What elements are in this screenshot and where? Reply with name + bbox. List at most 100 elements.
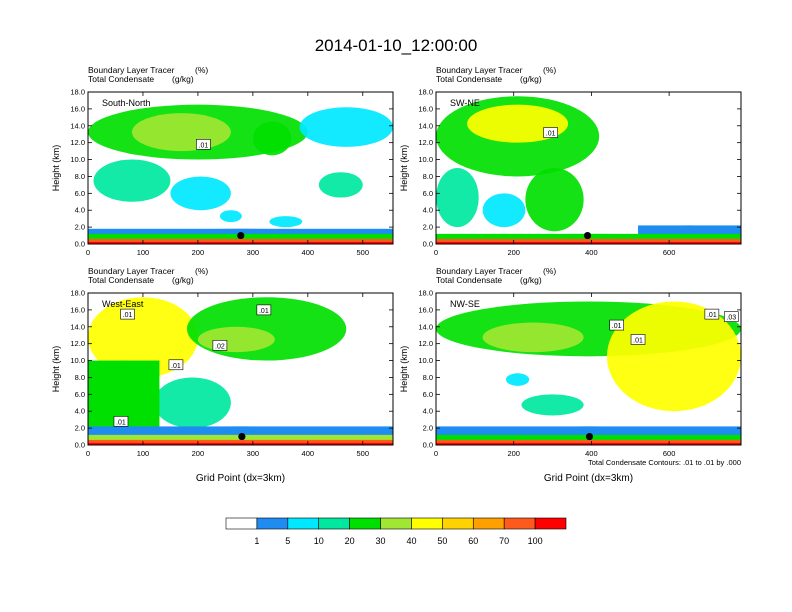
y-tick-label-6: 12.0 [418, 339, 433, 348]
section-name: SW-NE [450, 98, 480, 108]
x-tick-label-1: 100 [137, 248, 150, 257]
tracer-feature-8 [219, 210, 242, 223]
x-tick-label-0: 0 [86, 248, 90, 257]
tracer-feature-4 [482, 193, 526, 228]
y-tick-label-4: 8.0 [75, 373, 85, 382]
x-tick-label-2: 400 [585, 248, 598, 257]
contour-unit: (g/kg) [172, 74, 194, 84]
y-tick-label-8: 16.0 [70, 305, 85, 314]
contour-label-box-0 [609, 319, 624, 331]
x-tick-label-4: 400 [302, 248, 315, 257]
y-tick-label-8: 16.0 [418, 104, 433, 113]
y-tick-label-7: 14.0 [70, 322, 85, 331]
y-tick-label-3: 6.0 [423, 390, 433, 399]
section-name: South-North [102, 98, 151, 108]
colorbar-box-1 [256, 517, 289, 530]
x-tick-label-2: 200 [192, 449, 205, 458]
y-tick-label-5: 10.0 [418, 155, 433, 164]
contour-label-0: .01 [259, 308, 269, 315]
plot-frame [435, 292, 742, 446]
contour-label-box-0 [543, 127, 558, 138]
y-tick-label-7: 14.0 [70, 121, 85, 130]
y-tick-label-1: 2.0 [75, 223, 85, 232]
tracer-feature-4 [505, 373, 530, 386]
y-tick-label-7: 14.0 [418, 322, 433, 331]
colorbar-box-3 [318, 517, 350, 530]
field-label: Boundary Layer Tracer [88, 266, 175, 276]
y-axis-label: Height (km) [51, 346, 61, 393]
tracer-feature-5 [299, 107, 393, 147]
contour-label-title: Total Condensate [436, 275, 502, 285]
contour-label-box-4 [113, 416, 129, 427]
surface-band-3 [436, 241, 741, 244]
colorbar-label-5: 40 [406, 536, 416, 546]
x-tick-label-3: 300 [247, 248, 260, 257]
tracer-feature-6 [318, 172, 363, 198]
tracer-feature-7 [269, 216, 303, 228]
tracer-field [436, 301, 741, 445]
contour-footnote: Total Condensate Contours: .01 to .01 by… [588, 458, 741, 467]
y-tick-label-4: 8.0 [75, 172, 85, 181]
tracer-feature-1 [131, 113, 231, 152]
contour-label-0: .01 [612, 323, 622, 330]
x-tick-label-3: 600 [663, 248, 676, 257]
x-axis-label: Grid Point (dx=3km) [544, 473, 633, 484]
y-tick-label-0: 0.0 [423, 441, 433, 450]
y-tick-label-1: 2.0 [75, 424, 85, 433]
y-tick-label-8: 16.0 [70, 104, 85, 113]
tracer-feature-4 [153, 377, 231, 429]
plot-frame [87, 292, 394, 446]
y-tick-label-6: 12.0 [70, 138, 85, 147]
field-unit: (%) [543, 65, 556, 75]
colorbar-label-9: 100 [528, 536, 543, 546]
x-tick-label-2: 400 [585, 449, 598, 458]
colorbar-box-5 [380, 517, 412, 530]
contour-label-title: Total Condensate [88, 74, 154, 84]
contour-label-2: .02 [215, 343, 225, 350]
surface-band-3 [436, 442, 741, 445]
colorbar-box-7 [442, 517, 474, 530]
colorbar-box-9 [503, 517, 536, 530]
colorbar-box-0 [225, 517, 258, 530]
y-tick-label-6: 12.0 [418, 138, 433, 147]
contour-label-box-0 [196, 139, 211, 150]
contour-label-box-1 [120, 308, 135, 320]
tracer-feature-3 [521, 394, 584, 416]
x-tick-label-0: 0 [86, 449, 90, 458]
x-tick-label-3: 300 [247, 449, 260, 458]
contour-label-box-3 [168, 359, 184, 371]
tracer-feature-1 [467, 104, 569, 143]
tracer-feature-2 [482, 322, 584, 353]
location-marker [585, 432, 594, 441]
y-tick-label-3: 6.0 [423, 189, 433, 198]
y-tick-label-8: 16.0 [418, 305, 433, 314]
y-tick-label-7: 14.0 [418, 121, 433, 130]
x-tick-label-3: 600 [663, 449, 676, 458]
contour-label-title: Total Condensate [436, 74, 502, 84]
tracer-feature-2 [197, 326, 275, 353]
panel-3: .01 .01 .01 .03 0 200 400 600 0.0 2.0 4.0 6.0 8.0 10.… [399, 266, 742, 484]
colorbar-label-1: 5 [285, 536, 290, 546]
contour-label-box-2 [212, 340, 228, 351]
y-tick-label-0: 0.0 [75, 240, 85, 249]
panels: .01 0 100 200 300 400 500 0.0 2.0 4.0 6.0 8.0 10.0 12… [51, 65, 742, 484]
y-tick-label-9: 18.0 [70, 289, 85, 298]
x-tick-label-1: 100 [137, 449, 150, 458]
contour-label-box-2 [704, 308, 720, 320]
colorbar-box-4 [349, 517, 381, 530]
tracer-feature-4 [252, 121, 292, 156]
y-tick-label-1: 2.0 [423, 223, 433, 232]
colorbar-label-4: 30 [376, 536, 386, 546]
y-tick-label-3: 6.0 [75, 189, 85, 198]
contour-label-4: .01 [116, 419, 126, 426]
x-tick-label-2: 200 [192, 248, 205, 257]
y-tick-label-4: 8.0 [423, 373, 433, 382]
x-tick-label-1: 200 [507, 248, 520, 257]
contour-label-2: .01 [707, 312, 717, 319]
tracer-feature-2 [93, 159, 171, 202]
surface-band-2 [436, 238, 741, 244]
field-label: Boundary Layer Tracer [436, 65, 523, 75]
location-marker [237, 231, 245, 240]
x-tick-label-5: 500 [357, 248, 370, 257]
